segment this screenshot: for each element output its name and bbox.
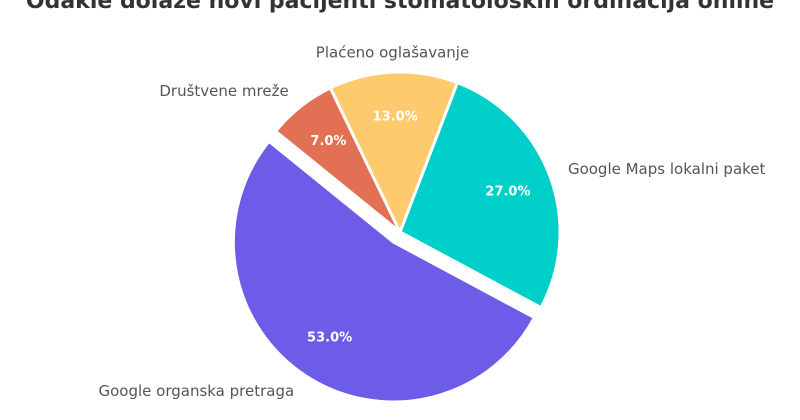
value-label: 27.0% — [485, 184, 530, 199]
category-label: Plaćeno oglašavanje — [316, 43, 469, 61]
pie-slice — [398, 80, 562, 310]
chart-title: Odakle dolaze novi pacijenti stomatološk… — [26, 0, 774, 14]
pie-slice — [328, 70, 460, 236]
category-label: Google Maps lokalni paket — [568, 160, 766, 178]
pie-slice — [231, 139, 537, 404]
value-label: 7.0% — [310, 134, 346, 149]
value-label: 53.0% — [307, 330, 352, 345]
category-label: Google organska pretraga — [98, 382, 294, 400]
value-label: 13.0% — [373, 109, 418, 124]
category-label: Društvene mreže — [159, 82, 288, 100]
